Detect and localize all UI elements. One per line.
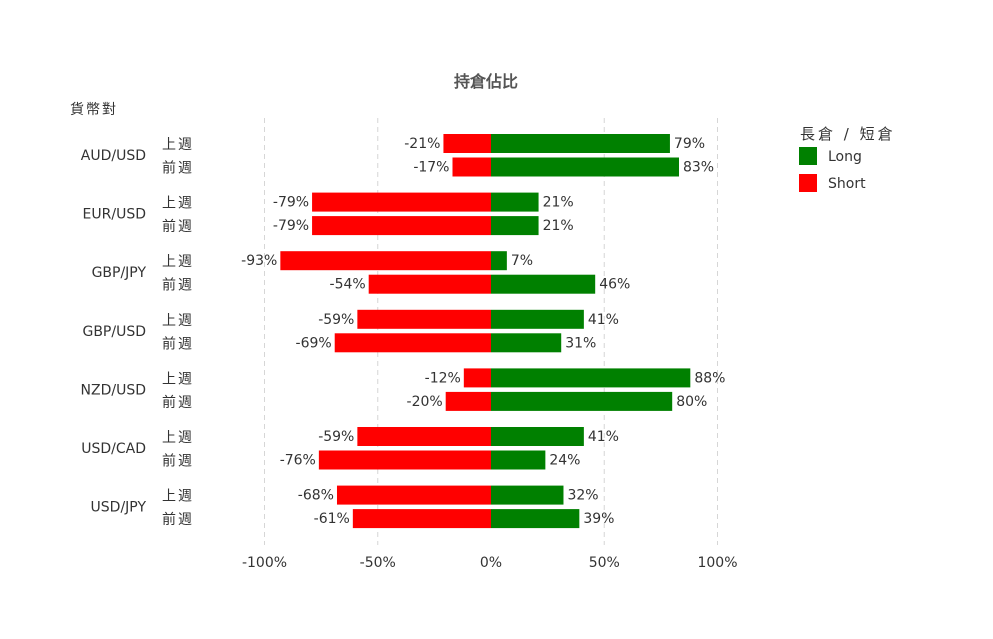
period-label: 上週 (162, 371, 194, 387)
short-bar (368, 274, 491, 294)
category-label: AUD/USD (81, 148, 146, 164)
short-value-label: -59% (318, 312, 354, 328)
short-bar (452, 157, 491, 177)
period-label: 前週 (162, 160, 194, 177)
period-label: 上週 (162, 196, 194, 212)
short-value-label: -61% (314, 511, 350, 527)
long-bar (491, 368, 691, 388)
long-value-label: 79% (674, 136, 705, 152)
short-bar (312, 216, 491, 236)
period-label: 上週 (162, 430, 194, 446)
period-label: 前週 (162, 394, 194, 411)
bars: -21% 79% -17% 83% -79% 21% -79% 21% -93% 7% -54% 46… (241, 134, 725, 529)
y-axis-title: 貨幣對 (70, 101, 118, 118)
period-label: 前週 (162, 453, 194, 470)
period-label: 前週 (162, 218, 194, 235)
short-bar (352, 509, 491, 529)
short-bar (334, 333, 491, 353)
legend-title: 長倉 / 短倉 (800, 125, 896, 143)
period-label: 前週 (162, 335, 194, 352)
long-value-label: 80% (676, 394, 707, 410)
legend-label-short[interactable]: Short (828, 176, 866, 192)
category-label: USD/CAD (81, 441, 146, 457)
long-bar (491, 427, 584, 446)
x-axis-ticks: -100% -50% 0% 50% 100% (242, 555, 738, 571)
long-value-label: 46% (599, 277, 630, 293)
short-value-label: -17% (413, 160, 449, 176)
long-bar (491, 134, 670, 153)
short-bar (443, 134, 491, 153)
long-bar (491, 391, 673, 411)
short-bar (312, 192, 491, 212)
category-label: NZD/USD (81, 382, 146, 398)
long-value-label: 39% (583, 511, 614, 527)
long-bar (491, 251, 507, 271)
short-value-label: -76% (280, 453, 316, 469)
long-value-label: 41% (588, 429, 619, 445)
long-value-label: 21% (543, 195, 574, 211)
short-bar (463, 368, 491, 388)
long-bar (491, 157, 679, 177)
short-bar (280, 251, 491, 271)
period-label: 上週 (162, 489, 194, 505)
short-bar (318, 450, 491, 470)
period-label: 上週 (162, 313, 194, 329)
long-bar (491, 274, 596, 294)
short-value-label: -79% (273, 218, 309, 234)
long-bar (491, 485, 564, 505)
legend[interactable]: 長倉 / 短倉 Long Short (799, 125, 896, 192)
x-tick-label: 100% (697, 555, 737, 571)
short-value-label: -59% (318, 429, 354, 445)
legend-label-long[interactable]: Long (828, 149, 862, 165)
short-value-label: -54% (330, 277, 366, 293)
gridlines (264, 118, 718, 545)
category-label: GBP/USD (82, 324, 146, 340)
long-value-label: 31% (565, 335, 596, 351)
short-value-label: -21% (404, 136, 440, 152)
long-value-label: 88% (694, 370, 725, 386)
period-label: 上週 (162, 254, 194, 270)
short-value-label: -20% (407, 394, 443, 410)
short-value-label: -12% (425, 370, 461, 386)
long-value-label: 7% (511, 253, 533, 269)
short-bar (357, 309, 491, 329)
chart-title: 持倉佔比 (454, 72, 518, 91)
long-bar (491, 192, 539, 212)
period-label: 前週 (162, 277, 194, 294)
category-label: GBP/JPY (92, 265, 147, 281)
short-value-label: -79% (273, 195, 309, 211)
short-bar (445, 391, 491, 411)
period-label: 前週 (162, 511, 194, 528)
legend-swatch-long[interactable] (799, 147, 817, 165)
long-bar (491, 309, 584, 329)
period-label: 上週 (162, 137, 194, 153)
long-bar (491, 216, 539, 236)
category-label: EUR/USD (83, 207, 146, 223)
long-value-label: 32% (567, 488, 598, 504)
short-bar (357, 427, 491, 446)
short-value-label: -68% (298, 488, 334, 504)
long-value-label: 24% (549, 453, 580, 469)
x-tick-label: 0% (480, 555, 502, 571)
category-labels: AUD/USD上週前週EUR/USD上週前週GBP/JPY上週前週GBP/USD… (81, 137, 194, 528)
short-value-label: -69% (296, 335, 332, 351)
long-bar (491, 333, 562, 353)
x-tick-label: -50% (360, 555, 396, 571)
short-bar (336, 485, 491, 505)
long-value-label: 21% (543, 218, 574, 234)
x-tick-label: 50% (589, 555, 620, 571)
long-value-label: 41% (588, 312, 619, 328)
legend-swatch-short[interactable] (799, 174, 817, 192)
short-value-label: -93% (241, 253, 277, 269)
category-label: USD/JPY (91, 500, 147, 516)
long-value-label: 83% (683, 160, 714, 176)
long-bar (491, 450, 546, 470)
long-bar (491, 509, 580, 529)
x-tick-label: -100% (242, 555, 287, 571)
